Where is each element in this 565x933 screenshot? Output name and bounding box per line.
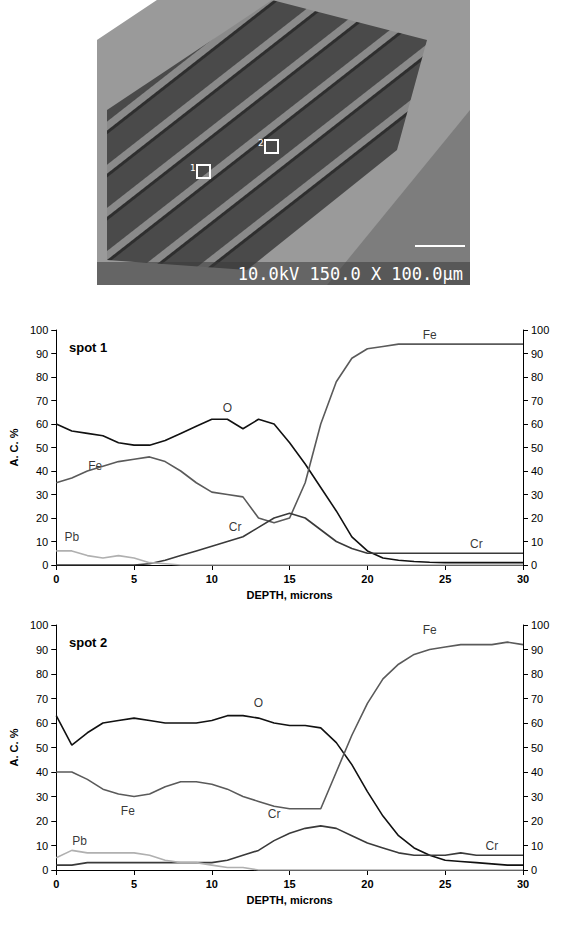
- svg-text:Cr: Cr: [229, 520, 242, 534]
- svg-text:30: 30: [517, 573, 529, 585]
- svg-text:40: 40: [36, 766, 48, 778]
- svg-text:spot 1: spot 1: [69, 340, 107, 355]
- svg-text:2: 2: [258, 138, 264, 148]
- svg-text:20: 20: [361, 878, 373, 890]
- svg-text:50: 50: [531, 442, 543, 454]
- svg-text:50: 50: [36, 442, 48, 454]
- svg-text:Cr: Cr: [470, 537, 483, 551]
- svg-text:30: 30: [517, 878, 529, 890]
- svg-text:spot 2: spot 2: [69, 635, 107, 650]
- svg-text:30: 30: [36, 489, 48, 501]
- svg-text:20: 20: [531, 512, 543, 524]
- svg-text:70: 70: [36, 693, 48, 705]
- svg-text:90: 90: [531, 644, 543, 656]
- svg-text:Fe: Fe: [121, 804, 135, 818]
- svg-text:Fe: Fe: [88, 459, 103, 474]
- svg-text:20: 20: [531, 815, 543, 827]
- svg-text:0: 0: [53, 878, 59, 890]
- svg-text:70: 70: [36, 395, 48, 407]
- svg-text:40: 40: [531, 465, 543, 477]
- svg-text:30: 30: [531, 791, 543, 803]
- svg-text:0: 0: [531, 864, 537, 876]
- svg-text:30: 30: [36, 791, 48, 803]
- svg-text:50: 50: [531, 742, 543, 754]
- svg-text:Cr: Cr: [268, 807, 281, 821]
- svg-text:20: 20: [36, 512, 48, 524]
- svg-text:O: O: [254, 696, 263, 710]
- svg-text:40: 40: [531, 766, 543, 778]
- svg-text:A. C. %: A. C. %: [8, 728, 20, 766]
- svg-text:60: 60: [531, 418, 543, 430]
- svg-text:Pb: Pb: [64, 530, 79, 544]
- svg-text:O: O: [223, 401, 232, 415]
- svg-text:15: 15: [284, 878, 296, 890]
- svg-text:60: 60: [36, 717, 48, 729]
- svg-text:30: 30: [531, 489, 543, 501]
- svg-text:100: 100: [531, 619, 549, 631]
- svg-text:100: 100: [30, 619, 48, 631]
- svg-text:1: 1: [190, 163, 196, 173]
- svg-text:100: 100: [531, 324, 549, 336]
- svg-text:0: 0: [53, 573, 59, 585]
- svg-text:70: 70: [531, 693, 543, 705]
- svg-text:80: 80: [531, 371, 543, 383]
- svg-text:DEPTH, microns: DEPTH, microns: [247, 589, 333, 601]
- svg-text:Fe: Fe: [423, 623, 437, 637]
- svg-text:10: 10: [206, 878, 218, 890]
- svg-text:60: 60: [531, 717, 543, 729]
- svg-text:Fe: Fe: [423, 328, 437, 342]
- svg-text:DEPTH, microns: DEPTH, microns: [247, 894, 333, 906]
- svg-text:25: 25: [439, 573, 451, 585]
- svg-text:0: 0: [531, 559, 537, 571]
- svg-text:60: 60: [36, 418, 48, 430]
- svg-text:5: 5: [131, 878, 137, 890]
- svg-text:5: 5: [131, 573, 137, 585]
- svg-text:15: 15: [284, 573, 296, 585]
- svg-text:10: 10: [206, 573, 218, 585]
- svg-text:80: 80: [36, 668, 48, 680]
- svg-text:A. C. %: A. C. %: [8, 428, 20, 466]
- svg-text:90: 90: [36, 348, 48, 360]
- svg-text:10.0kV 150.0 X 100.0µm: 10.0kV 150.0 X 100.0µm: [238, 264, 463, 284]
- svg-text:Pb: Pb: [72, 834, 87, 848]
- svg-text:25: 25: [439, 878, 451, 890]
- svg-text:0: 0: [42, 864, 48, 876]
- svg-text:10: 10: [531, 536, 543, 548]
- svg-text:10: 10: [531, 840, 543, 852]
- svg-text:90: 90: [36, 644, 48, 656]
- svg-text:20: 20: [36, 815, 48, 827]
- svg-text:80: 80: [531, 668, 543, 680]
- svg-text:20: 20: [361, 573, 373, 585]
- svg-text:0: 0: [42, 559, 48, 571]
- svg-text:40: 40: [36, 465, 48, 477]
- svg-text:80: 80: [36, 371, 48, 383]
- svg-text:10: 10: [36, 840, 48, 852]
- svg-text:100: 100: [30, 324, 48, 336]
- svg-text:Cr: Cr: [486, 839, 499, 853]
- svg-text:70: 70: [531, 395, 543, 407]
- svg-text:10: 10: [36, 536, 48, 548]
- svg-text:50: 50: [36, 742, 48, 754]
- svg-text:90: 90: [531, 348, 543, 360]
